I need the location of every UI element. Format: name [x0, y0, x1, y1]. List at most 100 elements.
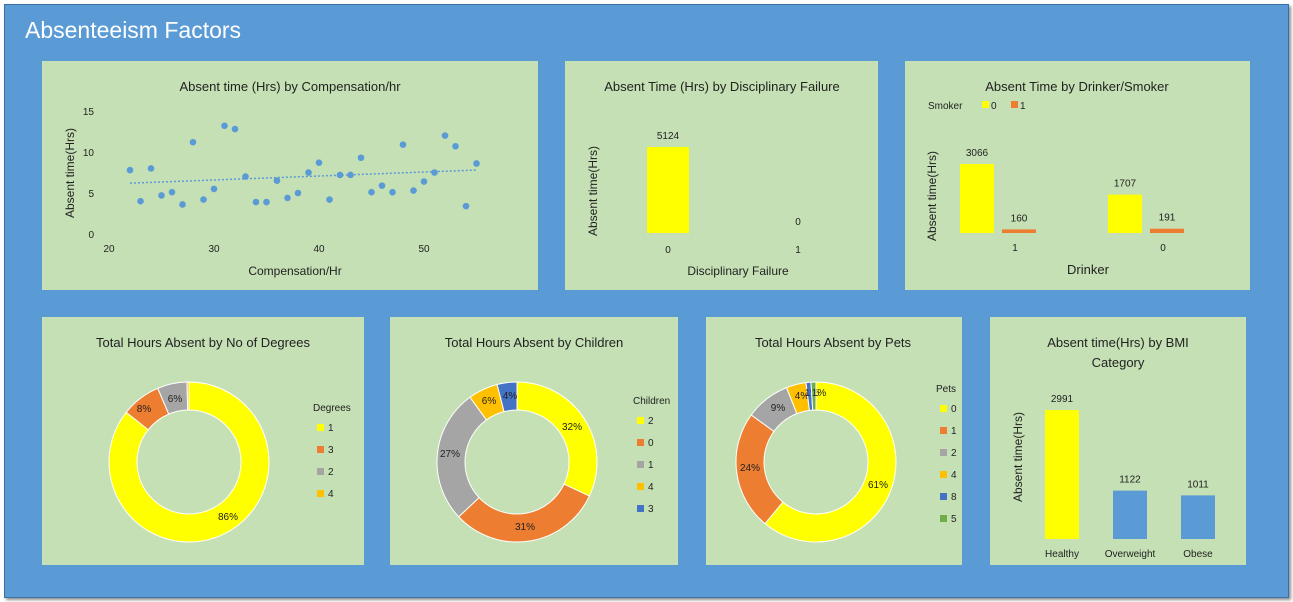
y-axis-label: Absent time(Hrs) [925, 151, 939, 241]
donut-slice [496, 381, 518, 413]
bar [1113, 490, 1147, 539]
data-label: 5124 [657, 131, 680, 142]
slice-label: 6% [482, 396, 497, 407]
scatter-point [294, 189, 302, 197]
pets-donut-chart: Total Hours Absent by Pets61%24%9%4%1%1%… [735, 335, 957, 543]
bar [1150, 228, 1184, 233]
scatter-point [347, 171, 354, 179]
legend-swatch [637, 461, 644, 468]
scatter-point [441, 132, 449, 139]
legend-label: 1 [648, 460, 654, 471]
legend-label: 0 [648, 438, 654, 449]
x-tick-label: 30 [208, 244, 220, 255]
legend-swatch [317, 424, 324, 431]
x-tick-label: 50 [418, 244, 430, 255]
legend-label: 2 [648, 416, 654, 427]
donut-slice [186, 381, 190, 411]
compensation-scatter-chart: Absent time (Hrs) by Compensation/hr 0 5 10… [63, 79, 480, 278]
children-chart-panel: Total Hours Absent by Children 32% 31% 27% 6… [390, 317, 678, 565]
bar [960, 164, 994, 233]
slice-label: 24% [740, 463, 760, 474]
chart-title: Absent time(Hrs) by BMI [1047, 335, 1189, 350]
slice-label: 9% [771, 403, 786, 414]
y-tick-label: 0 [88, 230, 94, 241]
slice-label: 6% [168, 394, 183, 405]
slice-label: 1% [812, 388, 827, 399]
chart-title: Absent time (Hrs) by Compensation/hr [179, 79, 401, 94]
scatter-point [284, 194, 291, 202]
donut-slice [108, 381, 270, 543]
x-tick-label: 40 [313, 244, 325, 255]
scatter-point [336, 171, 344, 179]
scatter-point [189, 138, 197, 146]
bmi-bar-chart: Absent time(Hrs) by BMI Category 2991 Healt… [1011, 335, 1215, 560]
x-tick-label: Healthy [1045, 549, 1079, 560]
x-axis-label: Drinker [1067, 262, 1110, 277]
donut-slice [764, 381, 897, 543]
scatter-point [210, 185, 218, 193]
legend-label: 5 [951, 514, 957, 525]
legend-label: 3 [648, 504, 654, 515]
data-label: 1122 [1119, 475, 1141, 486]
scatter-point [179, 201, 186, 208]
y-axis-label: Absent time(Hrs) [63, 128, 77, 218]
x-tick-label: 1 [1012, 243, 1018, 254]
legend-label: 1 [1020, 101, 1026, 112]
legend-swatch [637, 417, 644, 424]
slice-label: 86% [218, 512, 238, 523]
scatter-point [273, 177, 281, 184]
scatter-point [126, 166, 134, 174]
scatter-point [305, 169, 312, 176]
scatter-point [200, 196, 207, 203]
legend-label: 0 [951, 404, 957, 415]
bar [1181, 495, 1215, 539]
scatter-point [399, 141, 407, 148]
legend-label: 2 [328, 467, 334, 478]
x-axis-label: Disciplinary Failure [687, 264, 789, 278]
data-label: 3066 [966, 148, 989, 159]
scatter-point [389, 188, 396, 196]
y-axis-label: Absent time(Hrs) [586, 146, 600, 236]
degrees-donut-chart: Total Hours Absent by No of Degrees 86% 8%… [96, 335, 351, 543]
trendline [129, 169, 477, 184]
bar [1108, 194, 1142, 233]
scatter-point [378, 182, 386, 189]
chart-title: Total Hours Absent by No of Degrees [96, 335, 310, 350]
legend-label: 3 [328, 445, 334, 456]
y-tick-label: 10 [83, 148, 95, 159]
y-tick-label: 5 [88, 189, 94, 200]
donut-slice [810, 381, 817, 411]
data-label: 0 [795, 217, 801, 228]
scatter-point [221, 122, 228, 130]
scatter-point [231, 125, 239, 133]
bar [647, 147, 689, 233]
dashboard-frame: Absenteeism Factors Absent time (Hrs) by… [4, 4, 1289, 598]
legend-label: 4 [951, 470, 957, 481]
disciplinary-bar-chart: Absent Time (Hrs) by Disciplinary Failur… [586, 79, 840, 278]
legend-swatch [940, 515, 947, 522]
data-label: 1011 [1187, 479, 1209, 490]
data-label: 191 [1159, 213, 1176, 224]
legend-label: 0 [991, 101, 997, 112]
legend-swatch [982, 101, 989, 108]
legend-label: 1 [951, 426, 957, 437]
legend-swatch [940, 493, 947, 500]
slice-label: 8% [137, 404, 152, 415]
donut-slice [516, 381, 598, 497]
legend-swatch [637, 505, 644, 512]
legend-title: Degrees [313, 403, 351, 414]
degrees-chart-panel: Total Hours Absent by No of Degrees 86% 8%… [42, 317, 364, 565]
legend-title: Pets [936, 384, 956, 395]
scatter-point [326, 196, 333, 203]
scatter-point [252, 198, 260, 206]
legend-swatch [637, 439, 644, 446]
chart-title: Category [1092, 355, 1145, 370]
disciplinary-chart-panel: Absent Time (Hrs) by Disciplinary Failur… [565, 61, 878, 290]
legend-swatch [940, 427, 947, 434]
chart-title: Absent Time by Drinker/Smoker [985, 79, 1169, 94]
scatter-point [137, 197, 144, 205]
scatter-point [168, 188, 176, 196]
x-tick-label: Overweight [1105, 549, 1156, 560]
pets-chart-panel: Total Hours Absent by Pets61%24%9%4%1%1%… [706, 317, 962, 565]
legend-label: 1 [328, 423, 334, 434]
